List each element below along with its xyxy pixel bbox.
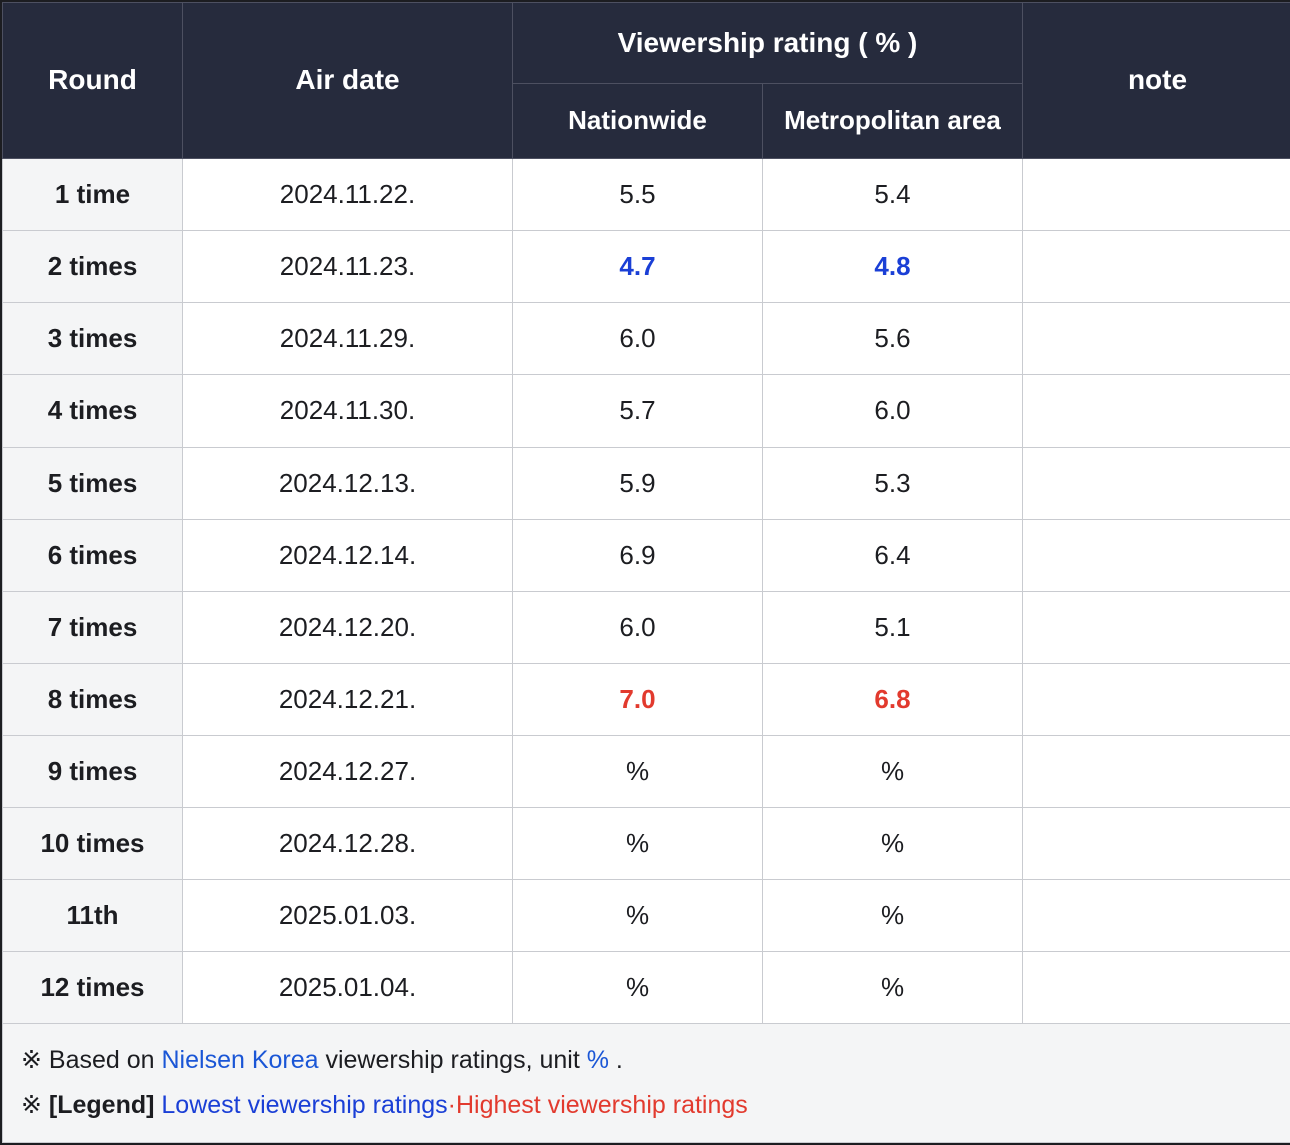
table-row: 4 times2024.11.30.5.76.0 — [3, 375, 1290, 447]
col-header-air-date: Air date — [183, 3, 513, 159]
cell-air-date: 2024.12.28. — [183, 808, 513, 880]
footer-text: Based on — [49, 1046, 162, 1074]
cell-nationwide: 6.0 — [513, 591, 763, 663]
legend-separator: · — [448, 1091, 456, 1119]
cell-metropolitan: 6.0 — [763, 375, 1023, 447]
cell-nationwide: 5.7 — [513, 375, 763, 447]
footer-line-legend: ※ [Legend] Lowest viewership ratings·Hig… — [21, 1083, 1274, 1128]
cell-metropolitan: 6.8 — [763, 663, 1023, 735]
legend-highest: Highest viewership ratings — [456, 1091, 748, 1119]
cell-air-date: 2024.11.30. — [183, 375, 513, 447]
table-row: 1 time2024.11.22.5.55.4 — [3, 159, 1290, 231]
percent-link[interactable]: % — [587, 1046, 609, 1074]
cell-round: 7 times — [3, 591, 183, 663]
cell-round: 3 times — [3, 303, 183, 375]
cell-nationwide: % — [513, 952, 763, 1024]
cell-metropolitan: 6.4 — [763, 519, 1023, 591]
cell-nationwide: % — [513, 880, 763, 952]
cell-note — [1023, 952, 1290, 1024]
table-row: 11th2025.01.03.%% — [3, 880, 1290, 952]
cell-nationwide: 5.5 — [513, 159, 763, 231]
table-row: 5 times2024.12.13.5.95.3 — [3, 447, 1290, 519]
cell-note — [1023, 303, 1290, 375]
cell-nationwide: % — [513, 808, 763, 880]
cell-note — [1023, 591, 1290, 663]
cell-round: 8 times — [3, 663, 183, 735]
cell-round: 9 times — [3, 735, 183, 807]
cell-nationwide: 5.9 — [513, 447, 763, 519]
cell-metropolitan: % — [763, 880, 1023, 952]
cell-note — [1023, 663, 1290, 735]
footer-mark-icon: ※ — [21, 1091, 42, 1119]
cell-air-date: 2024.11.23. — [183, 231, 513, 303]
cell-air-date: 2024.12.21. — [183, 663, 513, 735]
cell-nationwide: 7.0 — [513, 663, 763, 735]
cell-air-date: 2024.11.22. — [183, 159, 513, 231]
cell-metropolitan: 5.6 — [763, 303, 1023, 375]
cell-air-date: 2025.01.03. — [183, 880, 513, 952]
cell-air-date: 2024.12.20. — [183, 591, 513, 663]
cell-metropolitan: 5.3 — [763, 447, 1023, 519]
cell-round: 5 times — [3, 447, 183, 519]
cell-metropolitan: 5.4 — [763, 159, 1023, 231]
cell-note — [1023, 159, 1290, 231]
table-row: 2 times2024.11.23.4.74.8 — [3, 231, 1290, 303]
cell-air-date: 2024.12.14. — [183, 519, 513, 591]
cell-round: 11th — [3, 880, 183, 952]
table-row: 9 times2024.12.27.%% — [3, 735, 1290, 807]
cell-air-date: 2024.12.27. — [183, 735, 513, 807]
footer-mark-icon: ※ — [21, 1046, 42, 1074]
cell-note — [1023, 519, 1290, 591]
cell-nationwide: % — [513, 735, 763, 807]
table-row: 12 times2025.01.04.%% — [3, 952, 1290, 1024]
cell-round: 10 times — [3, 808, 183, 880]
cell-metropolitan: % — [763, 735, 1023, 807]
cell-metropolitan: 5.1 — [763, 591, 1023, 663]
cell-note — [1023, 447, 1290, 519]
cell-note — [1023, 735, 1290, 807]
nielsen-korea-link[interactable]: Nielsen Korea — [162, 1046, 319, 1074]
cell-note — [1023, 375, 1290, 447]
cell-round: 1 time — [3, 159, 183, 231]
cell-note — [1023, 231, 1290, 303]
cell-round: 2 times — [3, 231, 183, 303]
table-row: 6 times2024.12.14.6.96.4 — [3, 519, 1290, 591]
table-row: 3 times2024.11.29.6.05.6 — [3, 303, 1290, 375]
footer-text: viewership ratings, unit — [319, 1046, 587, 1074]
cell-air-date: 2024.11.29. — [183, 303, 513, 375]
footer-legend-label: [Legend] — [49, 1091, 155, 1119]
cell-air-date: 2025.01.04. — [183, 952, 513, 1024]
cell-round: 6 times — [3, 519, 183, 591]
cell-round: 12 times — [3, 952, 183, 1024]
footer-text: . — [609, 1046, 623, 1074]
cell-round: 4 times — [3, 375, 183, 447]
col-header-note: note — [1023, 3, 1290, 159]
ratings-table-container: Round Air date Viewership rating ( % ) n… — [0, 0, 1290, 1145]
cell-metropolitan: % — [763, 952, 1023, 1024]
cell-note — [1023, 880, 1290, 952]
table-body: 1 time2024.11.22.5.55.42 times2024.11.23… — [3, 159, 1290, 1024]
table-footer: ※ Based on Nielsen Korea viewership rati… — [3, 1024, 1290, 1143]
col-header-round: Round — [3, 3, 183, 159]
table-row: 7 times2024.12.20.6.05.1 — [3, 591, 1290, 663]
table-row: 10 times2024.12.28.%% — [3, 808, 1290, 880]
table-header: Round Air date Viewership rating ( % ) n… — [3, 3, 1290, 159]
cell-nationwide: 6.9 — [513, 519, 763, 591]
col-header-metropolitan: Metropolitan area — [763, 84, 1023, 159]
footer-line-source: ※ Based on Nielsen Korea viewership rati… — [21, 1038, 1274, 1083]
cell-nationwide: 6.0 — [513, 303, 763, 375]
col-header-nationwide: Nationwide — [513, 84, 763, 159]
table-row: 8 times2024.12.21.7.06.8 — [3, 663, 1290, 735]
ratings-table: Round Air date Viewership rating ( % ) n… — [2, 2, 1290, 1143]
col-header-viewership: Viewership rating ( % ) — [513, 3, 1023, 84]
legend-lowest: Lowest viewership ratings — [161, 1091, 447, 1119]
cell-air-date: 2024.12.13. — [183, 447, 513, 519]
cell-note — [1023, 808, 1290, 880]
cell-nationwide: 4.7 — [513, 231, 763, 303]
cell-metropolitan: 4.8 — [763, 231, 1023, 303]
cell-metropolitan: % — [763, 808, 1023, 880]
